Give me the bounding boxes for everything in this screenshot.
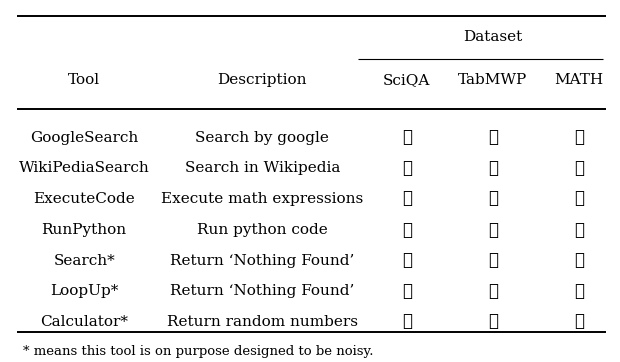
Text: Search*: Search* [53,254,115,268]
Text: LoopUp*: LoopUp* [50,284,118,298]
Text: ✗: ✗ [574,283,583,300]
Text: Description: Description [218,73,307,87]
Text: Tool: Tool [68,73,100,87]
Text: ✗: ✗ [574,129,583,146]
Text: ✗: ✗ [402,283,412,300]
Text: SciQA: SciQA [383,73,430,87]
Text: WikiPediaSearch: WikiPediaSearch [19,161,149,176]
Text: ✗: ✗ [488,283,498,300]
Text: Search in Wikipedia: Search in Wikipedia [185,161,340,176]
Text: ✗: ✗ [402,190,412,207]
Text: ✓: ✓ [488,190,498,207]
Text: TabMWP: TabMWP [458,73,527,87]
Text: RunPython: RunPython [42,223,126,237]
Text: Return random numbers: Return random numbers [167,315,358,329]
Text: Execute math expressions: Execute math expressions [161,192,363,206]
Text: ✗: ✗ [488,129,498,146]
Text: Dataset: Dataset [463,30,522,44]
Text: ✗: ✗ [402,222,412,239]
Text: ✓: ✓ [574,190,583,207]
Text: MATH: MATH [554,73,603,87]
Text: Return ‘Nothing Found’: Return ‘Nothing Found’ [170,284,355,298]
Text: Return ‘Nothing Found’: Return ‘Nothing Found’ [170,254,355,268]
Text: ✗: ✗ [574,313,583,330]
Text: ✗: ✗ [402,252,412,269]
Text: Run python code: Run python code [197,223,328,237]
Text: Calculator*: Calculator* [40,315,128,329]
Text: Search by google: Search by google [195,131,329,145]
Text: ✗: ✗ [488,313,498,330]
Text: ✗: ✗ [574,252,583,269]
Text: ✓: ✓ [402,129,412,146]
Text: ✓: ✓ [402,160,412,177]
Text: ✗: ✗ [488,160,498,177]
Text: GoogleSearch: GoogleSearch [30,131,138,145]
Text: ✗: ✗ [402,313,412,330]
Text: ✓: ✓ [488,222,498,239]
Text: ✗: ✗ [574,160,583,177]
Text: * means this tool is on purpose designed to be noisy.: * means this tool is on purpose designed… [23,345,373,358]
Text: ✓: ✓ [574,222,583,239]
Text: ExecuteCode: ExecuteCode [33,192,135,206]
Text: ✗: ✗ [488,252,498,269]
